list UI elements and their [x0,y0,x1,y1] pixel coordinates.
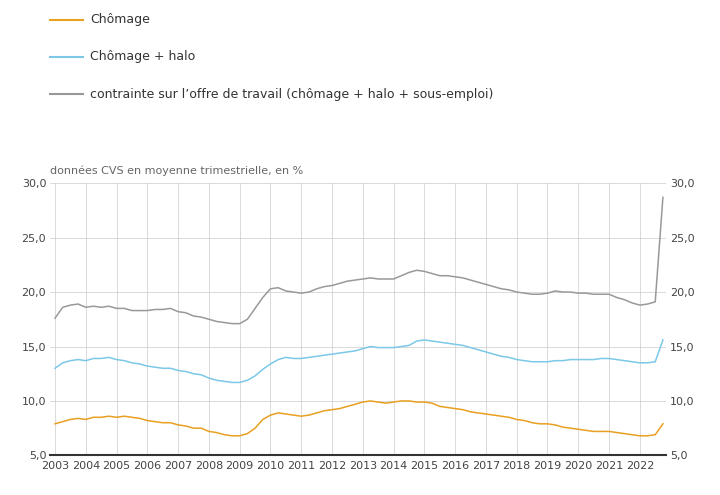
Text: données CVS en moyenne trimestrielle, en %: données CVS en moyenne trimestrielle, en… [50,165,304,176]
Text: Chômage + halo: Chômage + halo [90,50,195,63]
Text: contrainte sur l’offre de travail (chômage + halo + sous-emploi): contrainte sur l’offre de travail (chôma… [90,88,493,100]
Text: Chômage: Chômage [90,13,150,26]
